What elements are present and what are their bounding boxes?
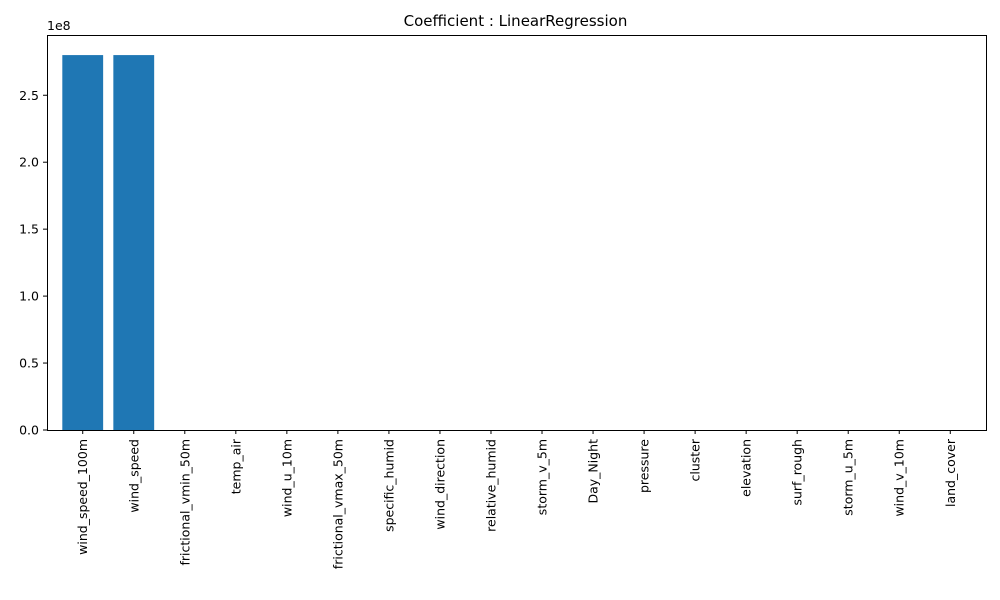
x-tick-label: relative_humid xyxy=(483,439,498,532)
bars-group xyxy=(62,55,155,430)
x-tick-label: wind_speed_100m xyxy=(75,439,90,555)
x-tick-label: frictional_vmin_50m xyxy=(177,439,192,566)
x-tick-label: wind_direction xyxy=(432,439,447,530)
x-tick-label: elevation xyxy=(739,439,754,497)
chart-title: Coefficient : LinearRegression xyxy=(404,12,628,30)
y-tick-label: 0.0 xyxy=(19,423,39,438)
y-axis: 0.0 0.5 1.0 1.5 2.0 2.5 xyxy=(19,88,47,438)
x-tick-label: land_cover xyxy=(943,438,958,507)
x-tick-label: pressure xyxy=(637,439,652,493)
x-tick-label: wind_u_10m xyxy=(279,439,294,517)
bar-wind_speed xyxy=(113,55,155,430)
x-tick-label: surf_rough xyxy=(790,439,805,506)
x-tick-label: wind_speed xyxy=(126,439,141,513)
y-tick-label: 2.0 xyxy=(19,155,39,170)
x-tick-label: frictional_vmax_50m xyxy=(330,439,345,569)
x-tick-label: temp_air xyxy=(228,438,243,494)
bar-wind_speed_100m xyxy=(62,55,104,430)
plot-frame xyxy=(47,35,987,431)
x-tick-label: cluster xyxy=(688,438,703,481)
x-tick-label: wind_v_10m xyxy=(892,439,907,517)
x-tick-label: storm_v_5m xyxy=(535,439,550,515)
y-tick-label: 1.5 xyxy=(19,222,39,237)
x-axis: wind_speed_100m wind_speed frictional_vmin… xyxy=(75,430,958,569)
y-tick-label: 1.0 xyxy=(19,289,39,304)
y-tick-label: 2.5 xyxy=(19,88,39,103)
x-tick-label: specific_humid xyxy=(381,439,396,532)
x-tick-label: Day_Night xyxy=(586,439,601,504)
y-axis-offset-label: 1e8 xyxy=(47,18,71,33)
y-tick-label: 0.5 xyxy=(19,356,39,371)
x-tick-label: storm_u_5m xyxy=(841,439,856,516)
